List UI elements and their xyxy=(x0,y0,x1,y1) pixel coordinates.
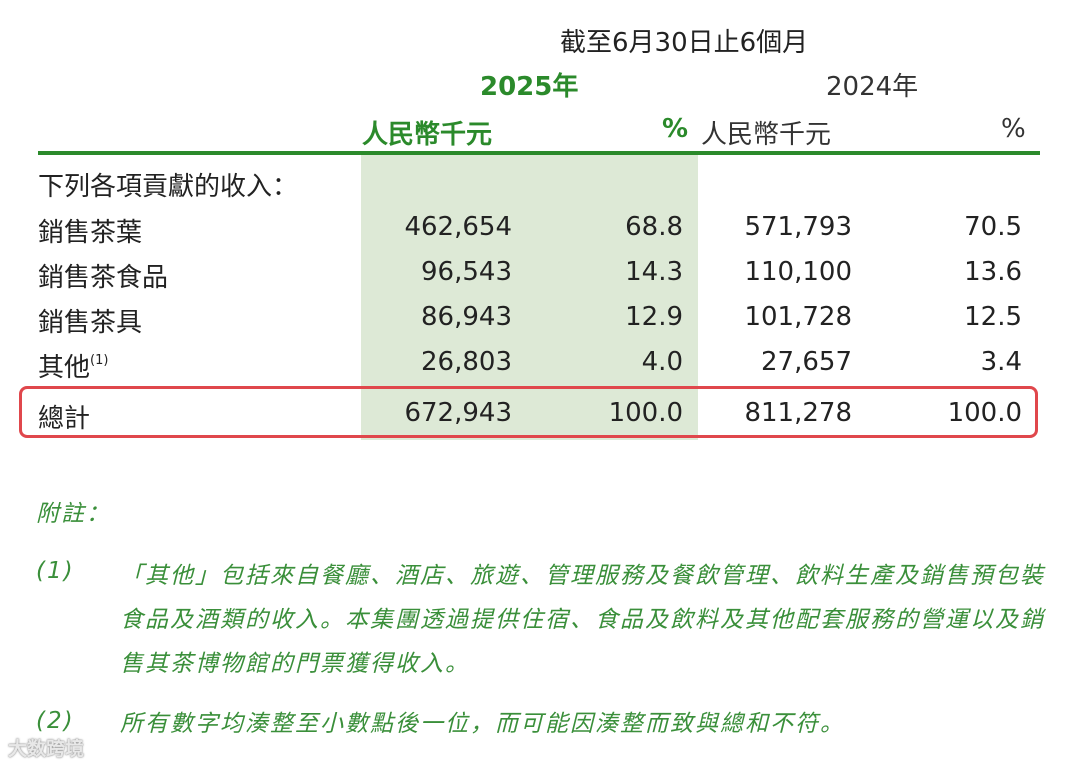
section-label-row: 下列各項貢獻的收入： xyxy=(0,166,1080,210)
pct-2025: 14.3 xyxy=(625,257,683,287)
amount-2025: 96,543 xyxy=(421,257,512,287)
amount-2024: 571,793 xyxy=(744,212,852,242)
note-1-text: 「其他」包括來自餐廳、酒店、旅遊、管理服務及餐飲管理、飲料生產及銷售預包裝食品及… xyxy=(120,563,1045,677)
total-label: 總計 xyxy=(38,404,91,434)
table-row: 銷售茶具 86,943 12.9 101,728 12.5 xyxy=(0,302,1080,346)
col-2025-amount-header: 人民幣千元 xyxy=(362,120,493,150)
amount-2024: 101,728 xyxy=(744,302,852,332)
total-amount-2025: 672,943 xyxy=(404,398,512,428)
year-2025-heading: 2025年 xyxy=(480,72,579,102)
amount-2024: 110,100 xyxy=(744,257,852,287)
footnote-ref: (1) xyxy=(90,353,109,368)
col-2025-pct-header: % xyxy=(662,114,689,144)
note-2-number: (2) xyxy=(36,708,75,734)
table-row: 銷售茶葉 462,654 68.8 571,793 70.5 xyxy=(0,212,1080,256)
row-label: 其他(1) xyxy=(38,347,108,384)
total-pct-2024: 100.0 xyxy=(947,398,1022,428)
col-2024-pct-header: % xyxy=(1001,114,1026,144)
amount-2024: 27,657 xyxy=(761,347,852,377)
year-2024-heading: 2024年 xyxy=(826,72,919,102)
total-amount-2024: 811,278 xyxy=(744,398,852,428)
amount-2025: 462,654 xyxy=(404,212,512,242)
total-row: 總計 672,943 100.0 811,278 100.0 xyxy=(0,398,1080,442)
row-label: 銷售茶具 xyxy=(38,308,143,338)
pct-2024: 3.4 xyxy=(980,347,1022,377)
total-highlight-box xyxy=(19,386,1038,438)
note-2-text: 所有數字均湊整至小數點後一位，而可能因湊整而致與總和不符。 xyxy=(120,711,845,737)
amount-2025: 26,803 xyxy=(421,347,512,377)
pct-2024: 12.5 xyxy=(964,302,1022,332)
pct-2025: 68.8 xyxy=(625,212,683,242)
note-1-number: (1) xyxy=(36,558,75,584)
pct-2025: 4.0 xyxy=(641,347,683,377)
table-row: 銷售茶食品 96,543 14.3 110,100 13.6 xyxy=(0,257,1080,301)
current-year-column-shading xyxy=(361,155,698,440)
section-label: 下列各項貢獻的收入： xyxy=(38,172,299,202)
notes-title: 附註： xyxy=(36,501,111,527)
table-row: 其他(1) 26,803 4.0 27,657 3.4 xyxy=(0,347,1080,391)
row-label: 銷售茶食品 xyxy=(38,263,169,293)
watermark: 大数跨境 xyxy=(8,738,85,760)
header-rule xyxy=(38,151,1040,155)
row-label-text: 其他 xyxy=(38,353,91,383)
amount-2025: 86,943 xyxy=(421,302,512,332)
period-heading: 截至6月30日止6個月 xyxy=(560,28,809,58)
total-pct-2025: 100.0 xyxy=(608,398,683,428)
col-2024-amount-header: 人民幣千元 xyxy=(701,120,832,150)
pct-2024: 70.5 xyxy=(964,212,1022,242)
row-label: 銷售茶葉 xyxy=(38,218,143,248)
pct-2025: 12.9 xyxy=(625,302,683,332)
pct-2024: 13.6 xyxy=(964,257,1022,287)
